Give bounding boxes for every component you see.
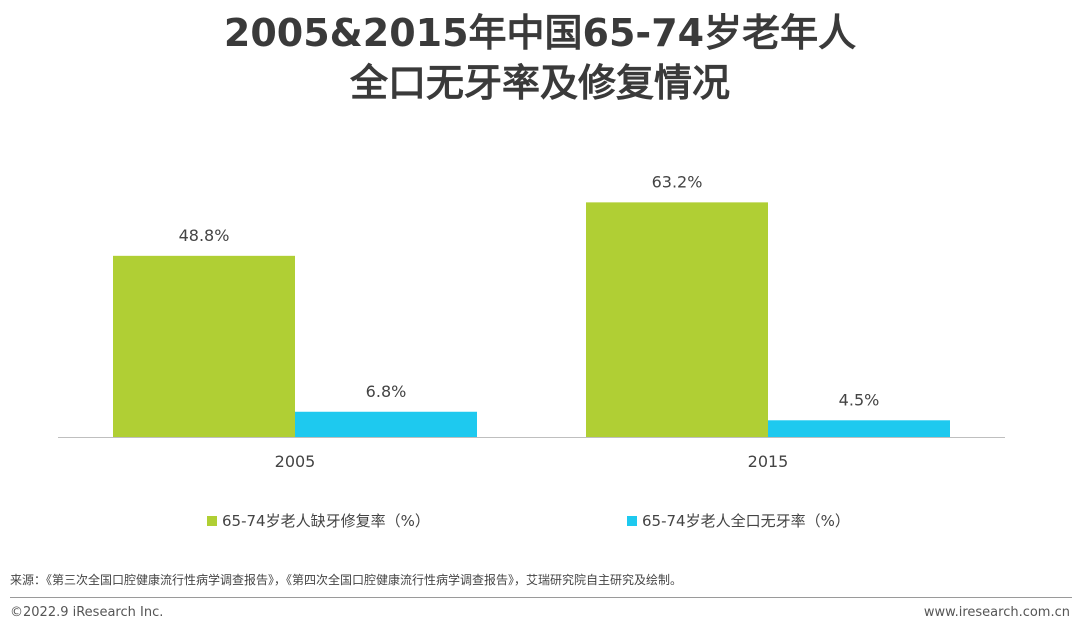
title-line-2: 全口无牙率及修复情况: [349, 61, 730, 105]
copyright: ©2022.9 iResearch Inc.: [10, 605, 164, 620]
legend-label-edentulous-rate: 65-74岁老人全口无牙率（%）: [642, 512, 850, 530]
legend-item-repair-rate: 65-74岁老人缺牙修复率（%）: [207, 510, 430, 531]
x-tick-label-2005: 2005: [275, 452, 316, 471]
data-label-edentulous-rate-2015: 4.5%: [839, 390, 880, 409]
bar-repair-rate-2015: [586, 202, 768, 437]
x-tick-label-2015: 2015: [748, 452, 789, 471]
bar-edentulous-rate-2005: [295, 411, 477, 437]
page-title: 2005&2015年中国65-74岁老年人 全口无牙率及修复情况: [0, 8, 1080, 108]
data-label-repair-rate-2015: 63.2%: [652, 172, 703, 191]
legend-label-repair-rate: 65-74岁老人缺牙修复率（%）: [222, 512, 430, 530]
bar-chart: 48.8% 6.8% 2005 63.2% 4.5% 2015: [58, 172, 1005, 471]
bar-repair-rate-2005: [113, 255, 295, 437]
legend-swatch-edentulous-rate: [627, 516, 637, 526]
legend-swatch-repair-rate: [207, 516, 217, 526]
source-note: 来源：《第三次全国口腔健康流行性病学调查报告》，《第四次全国口腔健康流行性病学调…: [10, 573, 683, 587]
data-label-edentulous-rate-2005: 6.8%: [366, 382, 407, 401]
title-line-1: 2005&2015年中国65-74岁老年人: [223, 11, 857, 55]
data-label-repair-rate-2005: 48.8%: [179, 226, 230, 245]
footer-divider: [10, 597, 1072, 598]
bar-edentulous-rate-2015: [768, 420, 950, 437]
website-link[interactable]: www.iresearch.com.cn: [923, 605, 1070, 620]
legend-item-edentulous-rate: 65-74岁老人全口无牙率（%）: [627, 510, 850, 531]
